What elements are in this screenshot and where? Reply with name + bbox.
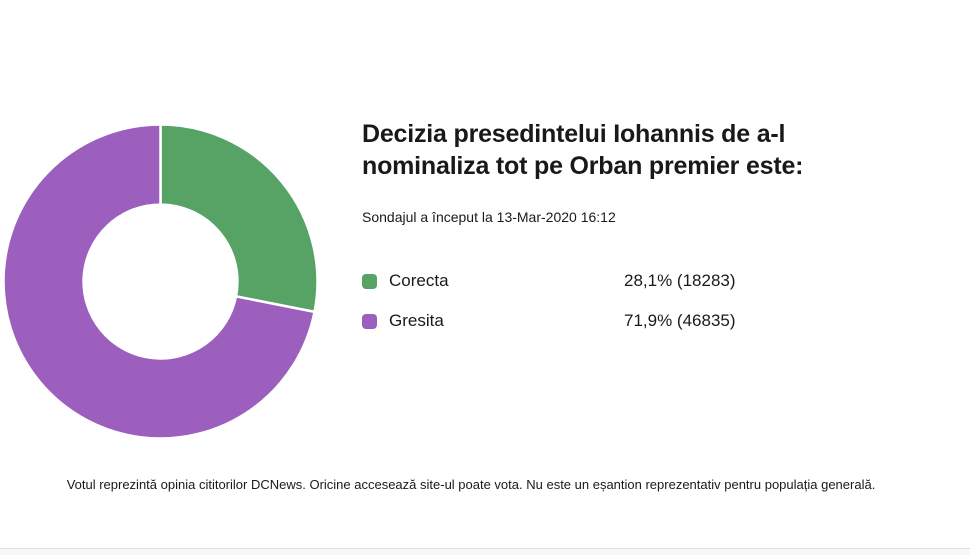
legend-label-gresita: Gresita (389, 311, 444, 330)
legend-swatch-corecta (362, 273, 377, 289)
legend-swatch-gresita (362, 313, 377, 329)
legend-value-gresita: 71,9% (46835) (624, 311, 736, 330)
poll-start-date: Sondajul a început la 13-Mar-2020 16:12 (362, 209, 616, 225)
poll-disclaimer: Votul reprezintă opinia cititorilor DCNe… (66, 477, 876, 492)
bottom-divider (0, 548, 970, 549)
legend-row-gresita: Gresita 71,9% (46835) (362, 310, 792, 332)
legend-row-corecta: Corecta 28,1% (18283) (362, 270, 792, 292)
pie-slice-gresita (2, 123, 316, 440)
poll-question-title: Decizia presedintelui Iohannis de a-l no… (362, 118, 842, 182)
donut-svg (2, 123, 319, 440)
bottom-strip (0, 549, 970, 555)
poll-donut-chart (2, 123, 319, 440)
legend-label-corecta: Corecta (389, 271, 449, 290)
pie-slice-corecta (159, 123, 319, 314)
poll-title-line2: nominaliza tot pe Orban premier este: (362, 152, 804, 180)
poll-title-line1: Decizia presedintelui Iohannis de a-l (362, 120, 786, 148)
legend-value-corecta: 28,1% (18283) (624, 271, 736, 290)
